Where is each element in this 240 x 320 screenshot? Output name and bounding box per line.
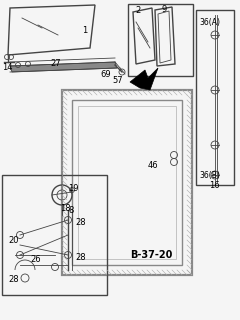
Text: 36(A): 36(A) bbox=[199, 18, 220, 27]
Text: 28: 28 bbox=[75, 218, 86, 227]
Bar bbox=[72, 100, 182, 265]
Text: 27: 27 bbox=[50, 59, 61, 68]
Polygon shape bbox=[10, 62, 117, 72]
Text: 18: 18 bbox=[60, 204, 71, 212]
Text: 28: 28 bbox=[8, 276, 19, 284]
Text: 28: 28 bbox=[75, 253, 86, 262]
Text: 16: 16 bbox=[209, 180, 220, 189]
Text: 20: 20 bbox=[8, 236, 18, 244]
Bar bbox=[62, 90, 192, 275]
Text: B-37-20: B-37-20 bbox=[130, 250, 172, 260]
Bar bbox=[78, 106, 176, 259]
Text: 69: 69 bbox=[100, 69, 111, 78]
Bar bbox=[128, 4, 193, 76]
Text: 46: 46 bbox=[148, 161, 159, 170]
Text: 36(B): 36(B) bbox=[199, 171, 220, 180]
Text: 1: 1 bbox=[82, 26, 87, 35]
Bar bbox=[2, 175, 107, 295]
Text: 9: 9 bbox=[162, 4, 167, 13]
Text: 57: 57 bbox=[112, 76, 123, 84]
Text: 2: 2 bbox=[135, 5, 140, 14]
Text: 19: 19 bbox=[68, 183, 78, 193]
Bar bbox=[196, 10, 234, 185]
Text: 8: 8 bbox=[68, 205, 73, 214]
Text: 26: 26 bbox=[30, 255, 41, 265]
Text: 14: 14 bbox=[2, 62, 12, 71]
Polygon shape bbox=[130, 68, 158, 90]
